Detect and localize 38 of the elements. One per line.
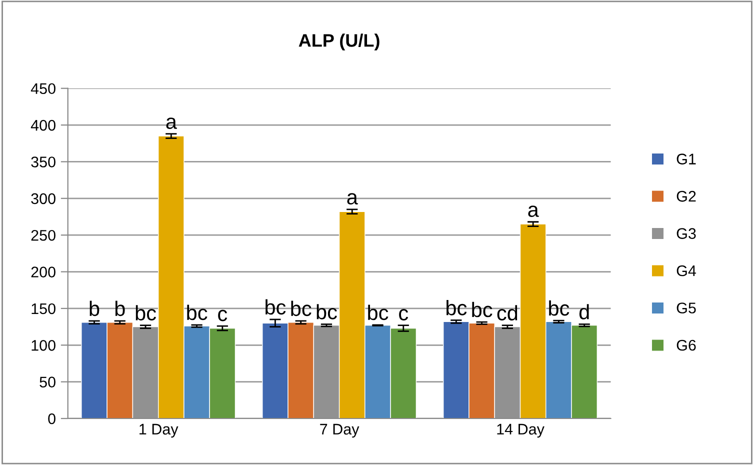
data-label: bc bbox=[316, 304, 337, 320]
x-tick-label: 7 Day bbox=[320, 424, 360, 438]
legend-label: G2 bbox=[676, 190, 696, 202]
y-tick-label: 300 bbox=[31, 193, 56, 204]
data-label: a bbox=[166, 118, 177, 129]
data-label: bc bbox=[446, 300, 467, 316]
data-label: b bbox=[115, 300, 125, 316]
y-tick-label: 150 bbox=[32, 303, 56, 314]
data-label: bc bbox=[266, 299, 286, 315]
data-label: c bbox=[218, 310, 228, 322]
data-label: bc bbox=[472, 302, 492, 318]
x-tick-label: 1 Day bbox=[140, 424, 178, 438]
data-label: bc bbox=[187, 304, 208, 320]
data-label: a bbox=[528, 206, 539, 218]
data-label: bc bbox=[136, 305, 156, 320]
data-label: bc bbox=[368, 304, 388, 320]
y-tick-label: 100 bbox=[32, 340, 56, 351]
data-label: c bbox=[399, 309, 408, 320]
legend-label: G6 bbox=[676, 340, 696, 351]
y-tick-label: 400 bbox=[30, 120, 56, 131]
data-label: d bbox=[579, 304, 589, 320]
x-tick-label: 14 Day bbox=[497, 424, 544, 438]
data-label: b bbox=[90, 300, 100, 316]
y-tick-label: 200 bbox=[31, 266, 56, 278]
legend-label: G1 bbox=[676, 154, 696, 164]
data-label: a bbox=[347, 193, 358, 205]
y-tick-label: 250 bbox=[31, 230, 56, 241]
y-tick-label: 450 bbox=[30, 83, 56, 94]
data-label: cd bbox=[497, 305, 518, 320]
legend-label: G5 bbox=[676, 302, 696, 314]
data-label: bc bbox=[549, 300, 570, 316]
legend-label: G4 bbox=[676, 265, 696, 276]
legend-label: G3 bbox=[676, 228, 696, 239]
chart-title: ALP (U/L) bbox=[298, 34, 380, 50]
y-tick-label: 50 bbox=[40, 376, 56, 388]
data-label: bc bbox=[291, 300, 312, 316]
y-tick-label: 0 bbox=[48, 413, 56, 424]
y-tick-label: 350 bbox=[31, 156, 56, 168]
